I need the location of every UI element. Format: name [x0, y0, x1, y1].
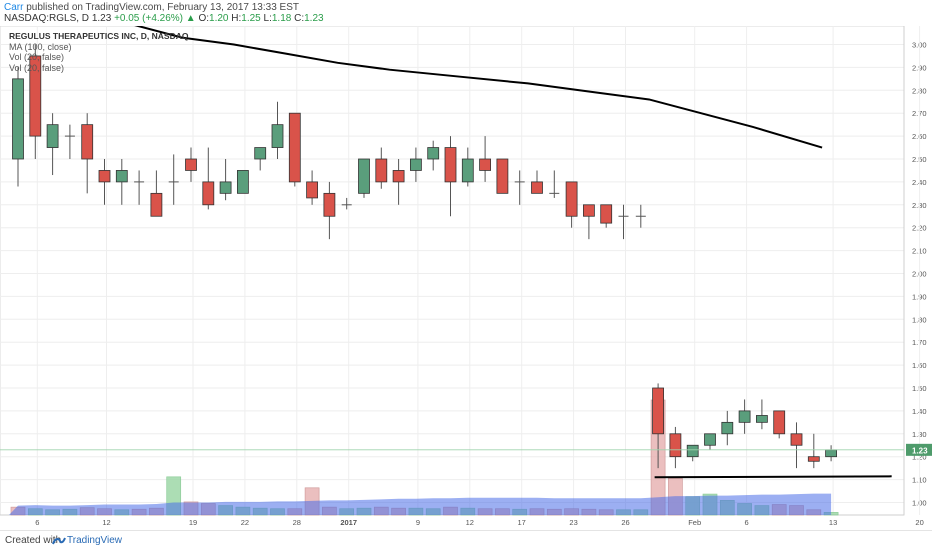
candle-body — [686, 444, 699, 458]
candle-body — [756, 415, 768, 423]
candle-body — [288, 112, 301, 183]
legend-item-ma[interactable]: MA (100, close) — [9, 41, 72, 52]
candle-body — [358, 158, 370, 194]
support-trendline — [654, 475, 892, 479]
legend-item-vol[interactable]: Vol (20, false) — [9, 52, 65, 62]
symbol-label: NASDAQ:RGLS, D — [4, 13, 90, 24]
x-tick-label: Feb — [688, 518, 701, 527]
author-link[interactable]: Carr — [4, 2, 24, 13]
tradingview-brand[interactable]: TradingView — [67, 535, 123, 546]
candle-body — [790, 433, 803, 446]
open-label: O: — [198, 13, 210, 24]
created-with-text: Created with — [5, 535, 62, 546]
candle-body — [721, 421, 734, 435]
candle-body — [81, 124, 94, 160]
x-tick-label: 19 — [189, 518, 197, 527]
price-change: +0.05 (+4.26%) — [114, 13, 183, 24]
legend-item-vol-2[interactable]: Vol (20, false) — [9, 62, 65, 73]
high-label: H: — [231, 13, 242, 24]
price-tag: 1.23 — [912, 446, 928, 455]
candle-body — [479, 158, 492, 171]
candle-body — [12, 78, 24, 160]
low-label: L: — [263, 13, 272, 24]
candle-body — [461, 158, 474, 183]
x-tick-label: 9 — [416, 518, 420, 527]
close-label: C: — [294, 13, 305, 24]
price-tag-bg — [906, 443, 932, 456]
published-text: published on TradingView.com, February 1… — [26, 2, 299, 13]
high-value: 1.25 — [241, 13, 261, 24]
candle-body — [254, 147, 267, 160]
candle-body — [600, 204, 613, 224]
x-tick-label: 6 — [35, 518, 39, 527]
tradingview-logo-icon[interactable] — [52, 534, 66, 552]
x-tick-label: 12 — [102, 518, 110, 527]
candle-body — [496, 158, 509, 194]
candle-body — [306, 181, 319, 199]
x-tick-label: 28 — [293, 518, 301, 527]
ma-100-line — [134, 26, 823, 149]
legend-title: REGULUS THERAPEUTICS INC, D, NASDAQ — [9, 31, 189, 41]
candle-body — [409, 158, 422, 171]
candle-body — [652, 387, 664, 435]
publish-header: Carr published on TradingView.com, Febru… — [0, 0, 932, 26]
candle-body — [583, 204, 595, 217]
candle-body — [115, 170, 128, 183]
candle-body — [202, 181, 215, 206]
price-chart[interactable]: 1.001.101.201.301.401.501.601.701.801.90… — [0, 26, 932, 530]
candle-body — [738, 410, 751, 423]
x-tick-label: 20 — [915, 518, 923, 527]
up-arrow-icon: ▲ — [185, 13, 196, 24]
x-tick-label: 17 — [518, 518, 526, 527]
candle-body — [531, 181, 543, 194]
footer: Created with TradingView — [0, 530, 932, 551]
low-value: 1.18 — [271, 13, 292, 24]
x-tick-label: 23 — [569, 518, 577, 527]
candle-body — [98, 170, 111, 183]
candle-body — [704, 433, 716, 446]
candle-body — [825, 449, 837, 458]
candle-body — [669, 433, 682, 458]
x-tick-label: 13 — [829, 518, 837, 527]
candle-body — [185, 158, 197, 171]
candle-body — [150, 192, 163, 217]
candle-body — [29, 55, 42, 137]
candle-body — [444, 147, 457, 183]
publish-info: Carr published on TradingView.com, Febru… — [4, 2, 299, 13]
open-value: 1.20 — [209, 13, 229, 24]
candle-body — [807, 456, 820, 462]
volume-ma-area — [9, 493, 832, 515]
x-tick-label: 22 — [241, 518, 249, 527]
candle-body — [427, 147, 440, 160]
candle-body — [773, 410, 786, 435]
last-price: 1.23 — [91, 13, 112, 24]
candle-body — [392, 170, 405, 183]
candle-body — [375, 158, 388, 183]
x-tick-label: 2017 — [340, 518, 357, 527]
x-tick-label: 6 — [745, 518, 749, 527]
candle-body — [565, 181, 578, 217]
chart-legend: REGULUS THERAPEUTICS INC, D, NASDAQ MA (… — [9, 31, 188, 73]
close-value: 1.23 — [304, 13, 324, 24]
plot-area — [0, 26, 905, 516]
x-tick-label: 12 — [466, 518, 474, 527]
candle-body — [271, 124, 284, 148]
x-tick-label: 26 — [621, 518, 629, 527]
symbol-quote: NASDAQ:RGLS, D 1.23 +0.05 (+4.26%) ▲ O:1… — [4, 13, 324, 24]
candle-body — [46, 124, 59, 148]
candle-body — [323, 192, 336, 217]
candle-body — [219, 181, 232, 194]
candle-body — [236, 170, 249, 194]
